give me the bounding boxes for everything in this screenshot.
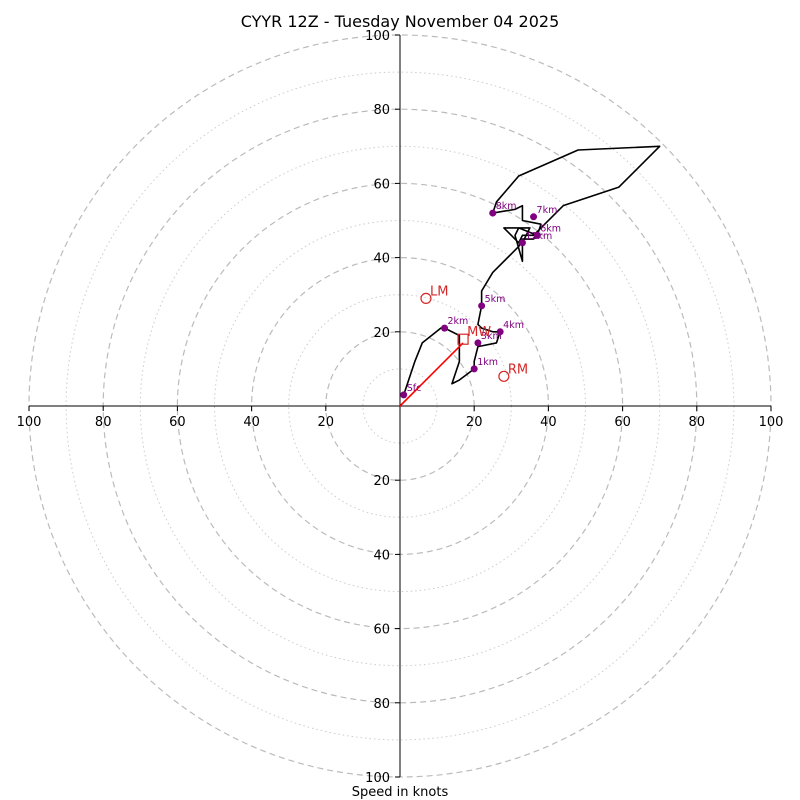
shear-vector: [399, 342, 464, 407]
storm-label-mw: MW: [467, 325, 491, 340]
x-tick-label-left-60: 60: [169, 415, 186, 430]
height-label-2km: 2km: [448, 316, 469, 327]
y-tick-label-bottom-40: 40: [373, 548, 390, 563]
x-tick-label-right-100: 100: [759, 415, 784, 430]
x-tick-label-right-20: 20: [466, 415, 483, 430]
height-label-4km: 4km: [503, 320, 524, 331]
height-label-3km: 3km: [481, 331, 502, 342]
storm-marker-rm: [498, 370, 510, 382]
x-tick-label-left-100: 100: [17, 415, 42, 430]
height-marker-sfc: [400, 391, 408, 399]
y-tick-label-bottom-80: 80: [373, 697, 390, 712]
height-marker-7km: [530, 213, 538, 221]
y-tick-label-bottom-100: 100: [365, 771, 390, 786]
x-tick-label-left-80: 80: [95, 415, 112, 430]
y-tick-label-top-80: 80: [373, 103, 390, 118]
height-marker-2km: [441, 324, 449, 332]
height-marker-12km: [518, 239, 526, 247]
x-tick-label-right-60: 60: [614, 415, 631, 430]
height-label-7km: 7km: [537, 205, 558, 216]
x-tick-label-right-40: 40: [540, 415, 557, 430]
chart-title: CYYR 12Z - Tuesday November 04 2025: [241, 12, 560, 31]
height-label-1km: 1km: [477, 357, 498, 368]
shear-vector-group: [399, 342, 464, 407]
storm-label-lm: LM: [430, 284, 448, 299]
wind-trace-line: [402, 145, 661, 396]
height-marker-1km: [470, 365, 478, 373]
height-marker-6km: [533, 231, 541, 239]
x-axis-label: Speed in knots: [352, 785, 449, 800]
height-label-8km: 8km: [496, 201, 517, 212]
y-tick-label-top-40: 40: [373, 252, 390, 267]
y-tick-label-top-100: 100: [365, 29, 390, 44]
x-tick-label-right-80: 80: [689, 415, 706, 430]
x-tick-label-left-40: 40: [243, 415, 260, 430]
storm-marker-lm: [420, 292, 432, 305]
height-label-sfc: Sfc: [407, 383, 422, 394]
y-tick-label-top-60: 60: [373, 177, 390, 192]
height-marker-3km: [474, 339, 482, 347]
y-tick-label-top-20: 20: [373, 326, 390, 341]
height-label-12km: 12km: [525, 231, 552, 242]
wind-trace: [402, 145, 661, 396]
height-marker-4km: [496, 328, 504, 336]
x-tick-label-left-20: 20: [318, 415, 335, 430]
height-label-6km: 6km: [540, 223, 561, 234]
height-label-5km: 5km: [485, 294, 506, 305]
storm-motion-markers: LM MW RM: [420, 284, 528, 382]
storm-marker-mw: [457, 333, 469, 345]
y-tick-label-bottom-60: 60: [373, 623, 390, 638]
height-marker-5km: [478, 302, 486, 310]
axis-tick-labels: 20 20 20 20 40 40 40 40 60 60 60 60 80 80 80 80 100 100 10…: [17, 29, 784, 786]
y-tick-label-bottom-20: 20: [373, 474, 390, 489]
height-marker-8km: [489, 209, 497, 217]
storm-label-rm: RM: [508, 362, 528, 377]
